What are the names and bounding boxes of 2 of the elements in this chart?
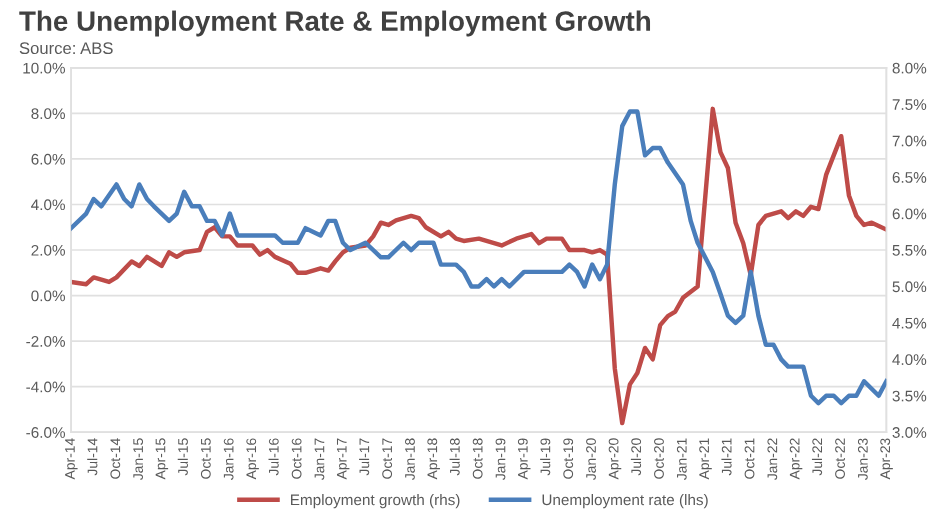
chart-title: The Unemployment Rate & Employment Growth [19, 10, 651, 37]
chart-subtitle: Source: ABS [19, 42, 113, 55]
